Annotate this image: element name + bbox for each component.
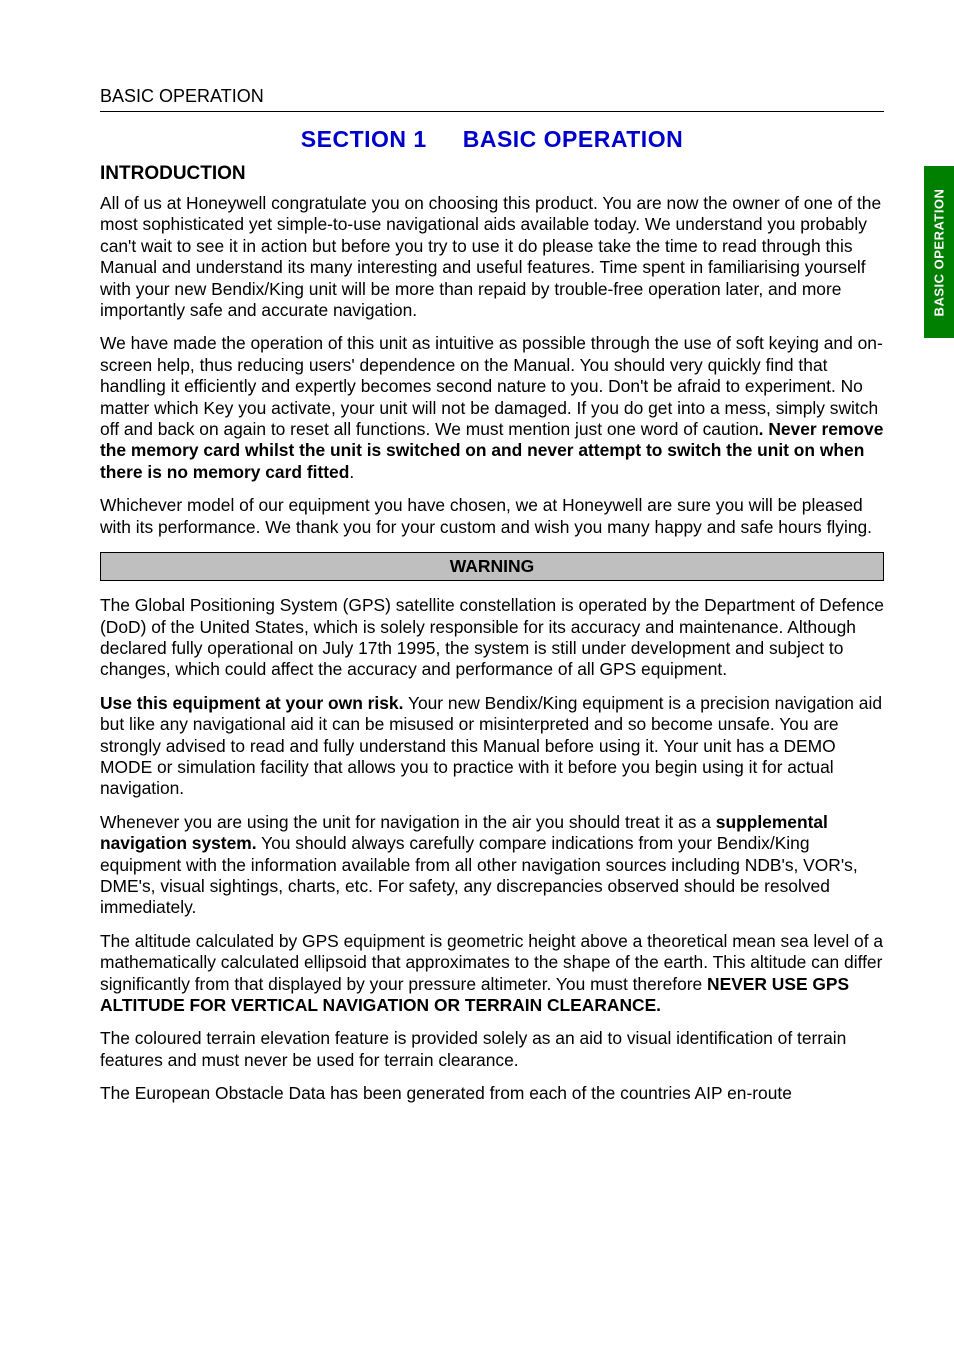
section-title: SECTION 1 BASIC OPERATION	[100, 126, 884, 153]
warning-para-3: Whenever you are using the unit for navi…	[100, 812, 884, 919]
intro-para-2: We have made the operation of this unit …	[100, 333, 884, 483]
intro-heading: INTRODUCTION	[100, 163, 884, 185]
intro-para-1: All of us at Honeywell congratulate you …	[100, 193, 884, 321]
warning-para-4: The altitude calculated by GPS equipment…	[100, 931, 884, 1017]
section-number: SECTION 1	[301, 126, 427, 152]
intro-para-3: Whichever model of our equipment you hav…	[100, 495, 884, 538]
warning-para-1: The Global Positioning System (GPS) sate…	[100, 595, 884, 681]
running-head: BASIC OPERATION	[100, 86, 884, 112]
warning-para-2: Use this equipment at your own risk. You…	[100, 693, 884, 800]
warning-para-5: The coloured terrain elevation feature i…	[100, 1028, 884, 1071]
warning-box-label: WARNING	[450, 556, 535, 576]
warning-para-2-bold: Use this equipment at your own risk.	[100, 693, 403, 713]
side-tab-label: BASIC OPERATION	[932, 188, 947, 316]
intro-para-2-post: .	[349, 462, 354, 482]
section-name: BASIC OPERATION	[463, 126, 683, 152]
warning-box: WARNING	[100, 552, 884, 581]
page-container: BASIC OPERATION BASIC OPERATION SECTION …	[0, 0, 954, 1351]
side-tab: BASIC OPERATION	[924, 166, 954, 338]
warning-para-6: The European Obstacle Data has been gene…	[100, 1083, 884, 1104]
warning-para-3-pre: Whenever you are using the unit for navi…	[100, 812, 716, 832]
